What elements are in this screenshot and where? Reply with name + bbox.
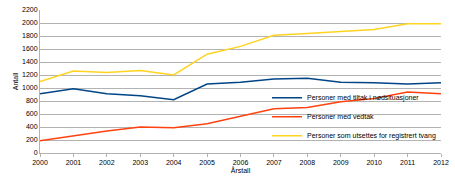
svg-text:2008: 2008 (300, 159, 316, 166)
svg-text:200: 200 (26, 136, 38, 143)
svg-text:2005: 2005 (199, 159, 215, 166)
svg-text:2006: 2006 (233, 159, 249, 166)
svg-text:2000: 2000 (22, 19, 38, 26)
svg-text:2200: 2200 (22, 6, 38, 13)
svg-text:800: 800 (26, 97, 38, 104)
svg-text:Personer med tiltak i nødsitua: Personer med tiltak i nødsituasjoner (307, 94, 419, 102)
svg-text:1400: 1400 (22, 58, 38, 65)
svg-text:1600: 1600 (22, 45, 38, 52)
svg-text:Personer som utsettes for regi: Personer som utsettes for registrert tva… (307, 132, 436, 140)
svg-text:2004: 2004 (166, 159, 182, 166)
svg-text:Årstall: Årstall (231, 166, 251, 174)
svg-text:1800: 1800 (22, 32, 38, 39)
svg-text:2010: 2010 (366, 159, 382, 166)
svg-text:1000: 1000 (22, 84, 38, 91)
svg-text:2003: 2003 (132, 159, 148, 166)
svg-text:1200: 1200 (22, 71, 38, 78)
svg-text:Antall: Antall (12, 72, 19, 90)
svg-text:0: 0 (34, 149, 38, 156)
svg-text:Personer med vedtak: Personer med vedtak (307, 113, 374, 120)
svg-text:2009: 2009 (333, 159, 349, 166)
svg-text:2011: 2011 (400, 159, 415, 166)
svg-text:2007: 2007 (266, 159, 282, 166)
svg-text:2012: 2012 (433, 159, 449, 166)
svg-text:600: 600 (26, 110, 38, 117)
svg-text:2001: 2001 (66, 159, 82, 166)
svg-text:400: 400 (26, 123, 38, 130)
svg-text:2002: 2002 (99, 159, 115, 166)
svg-text:2000: 2000 (32, 159, 48, 166)
